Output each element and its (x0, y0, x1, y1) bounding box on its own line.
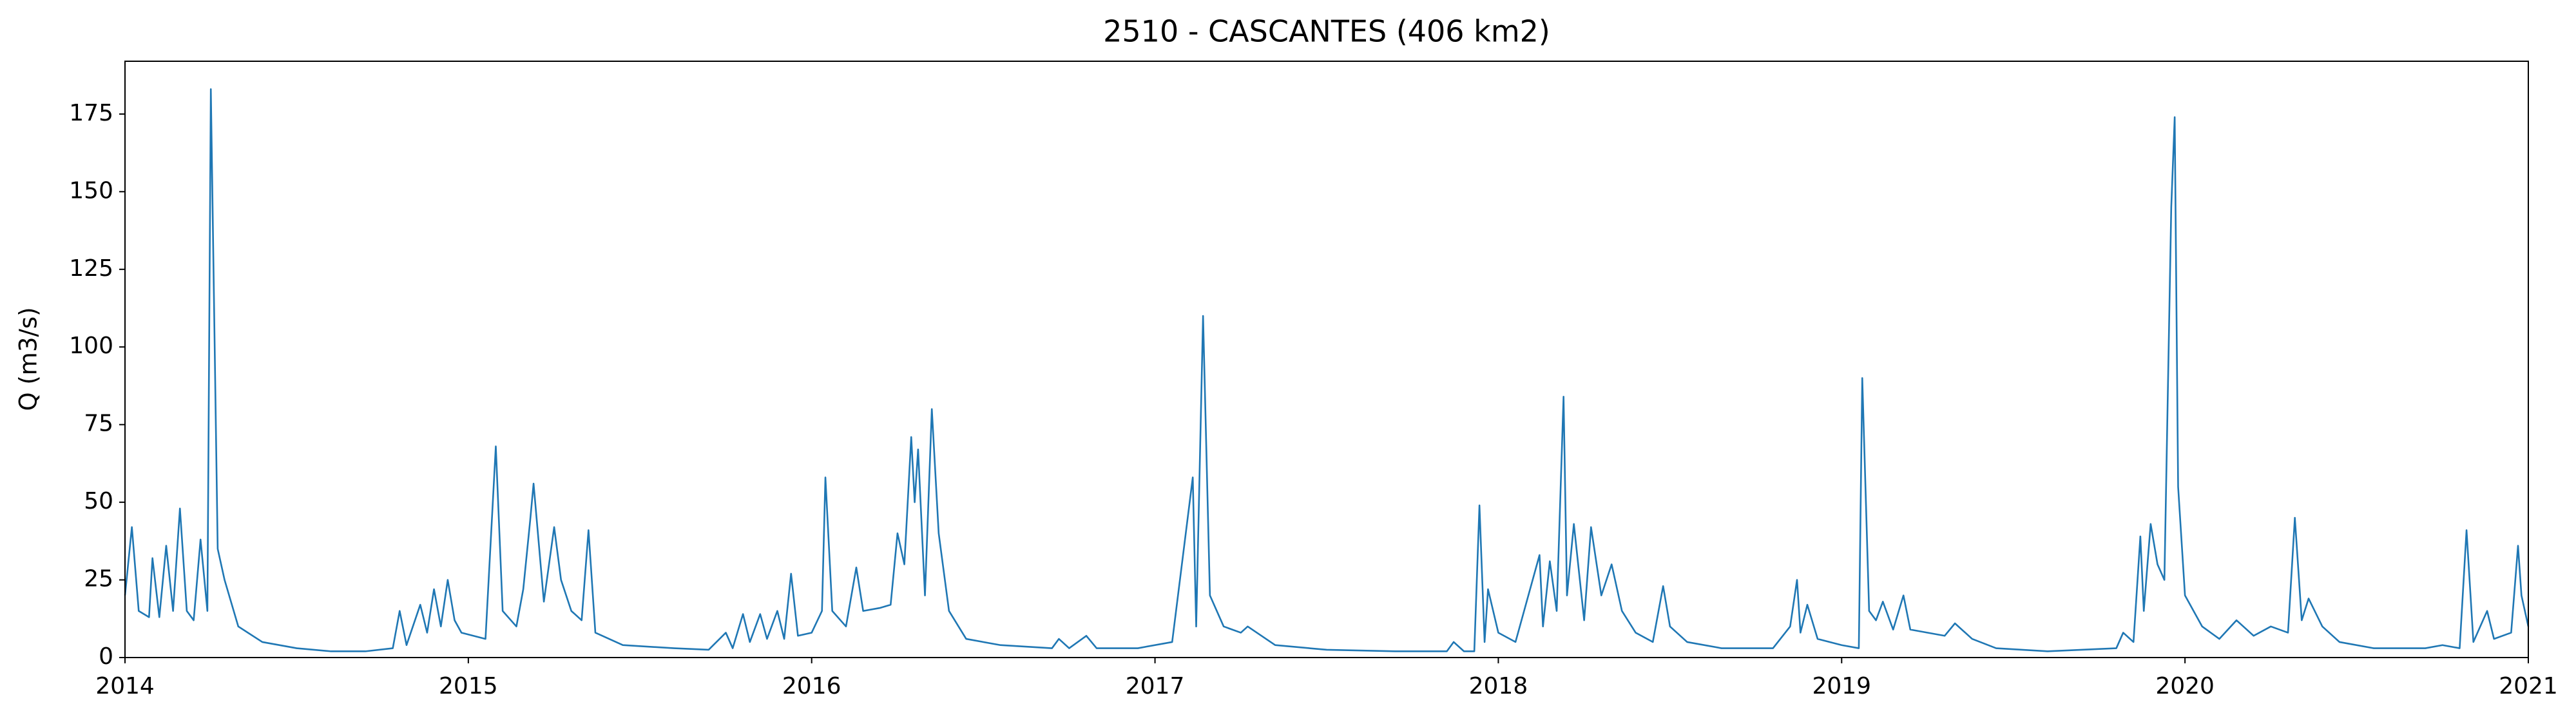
flow-line (124, 88, 2530, 652)
x-tick-label: 2015 (439, 673, 498, 699)
x-tick-label: 2021 (2499, 673, 2558, 699)
x-tick-label: 2016 (782, 673, 841, 699)
y-tick-label: 25 (84, 566, 113, 592)
y-tick-label: 125 (69, 255, 113, 282)
y-tick-label: 150 (69, 177, 113, 204)
y-tick-label: 100 (69, 333, 113, 359)
x-tick-label: 2018 (1469, 673, 1528, 699)
x-tick-label: 2017 (1126, 673, 1185, 699)
y-tick-label: 175 (69, 100, 113, 126)
x-tick-label: 2014 (95, 673, 155, 699)
y-tick-label: 0 (99, 643, 113, 670)
y-tick-label: 50 (84, 488, 113, 514)
plot-frame (124, 61, 2529, 658)
x-tick-label: 2019 (1812, 673, 1871, 699)
x-tick-label: 2020 (2155, 673, 2215, 699)
chart-title: 2510 - CASCANTES (406 km2) (1103, 14, 1550, 49)
y-tick-label: 75 (84, 411, 113, 437)
y-axis-label: Q (m3/s) (15, 307, 43, 411)
